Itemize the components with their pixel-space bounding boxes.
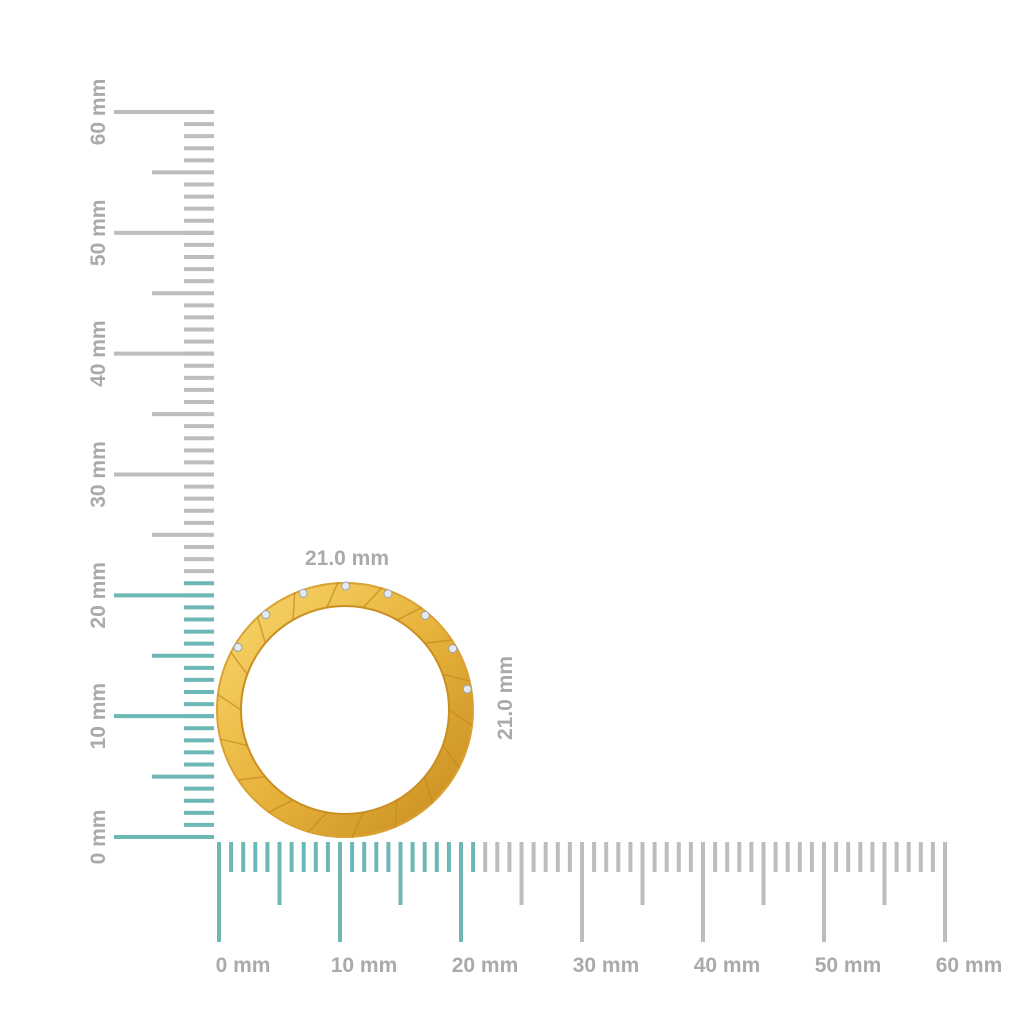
diamond-icon [448, 644, 458, 654]
horizontal-ruler-label: 20 mm [452, 954, 519, 977]
height-dimension-label: 21.0 mm [494, 656, 517, 740]
vertical-ruler [114, 110, 214, 839]
vertical-ruler-label: 40 mm [87, 320, 110, 387]
horizontal-ruler-label: 30 mm [573, 954, 640, 977]
diamond-icon [420, 610, 430, 620]
width-dimension-label: 21.0 mm [305, 547, 389, 570]
vertical-ruler-label: 0 mm [87, 810, 110, 865]
vertical-ruler-label: 10 mm [87, 683, 110, 750]
diamond-icon [298, 588, 308, 598]
horizontal-ruler [217, 842, 947, 942]
vertical-ruler-label: 30 mm [87, 441, 110, 508]
vertical-ruler-label: 20 mm [87, 562, 110, 629]
diamond-icon [462, 684, 472, 694]
diamond-icon [341, 581, 351, 591]
vertical-ruler-label: 60 mm [87, 79, 110, 146]
horizontal-ruler-label: 60 mm [936, 954, 1003, 977]
diamond-icon [261, 610, 271, 620]
horizontal-ruler-label: 0 mm [216, 954, 271, 977]
diamond-icon [383, 589, 393, 599]
horizontal-ruler-label: 10 mm [331, 954, 398, 977]
horizontal-ruler-label: 40 mm [694, 954, 761, 977]
ring-image [216, 581, 474, 839]
horizontal-ruler-label: 50 mm [815, 954, 882, 977]
diamond-icon [233, 642, 243, 652]
vertical-ruler-label: 50 mm [87, 200, 110, 267]
